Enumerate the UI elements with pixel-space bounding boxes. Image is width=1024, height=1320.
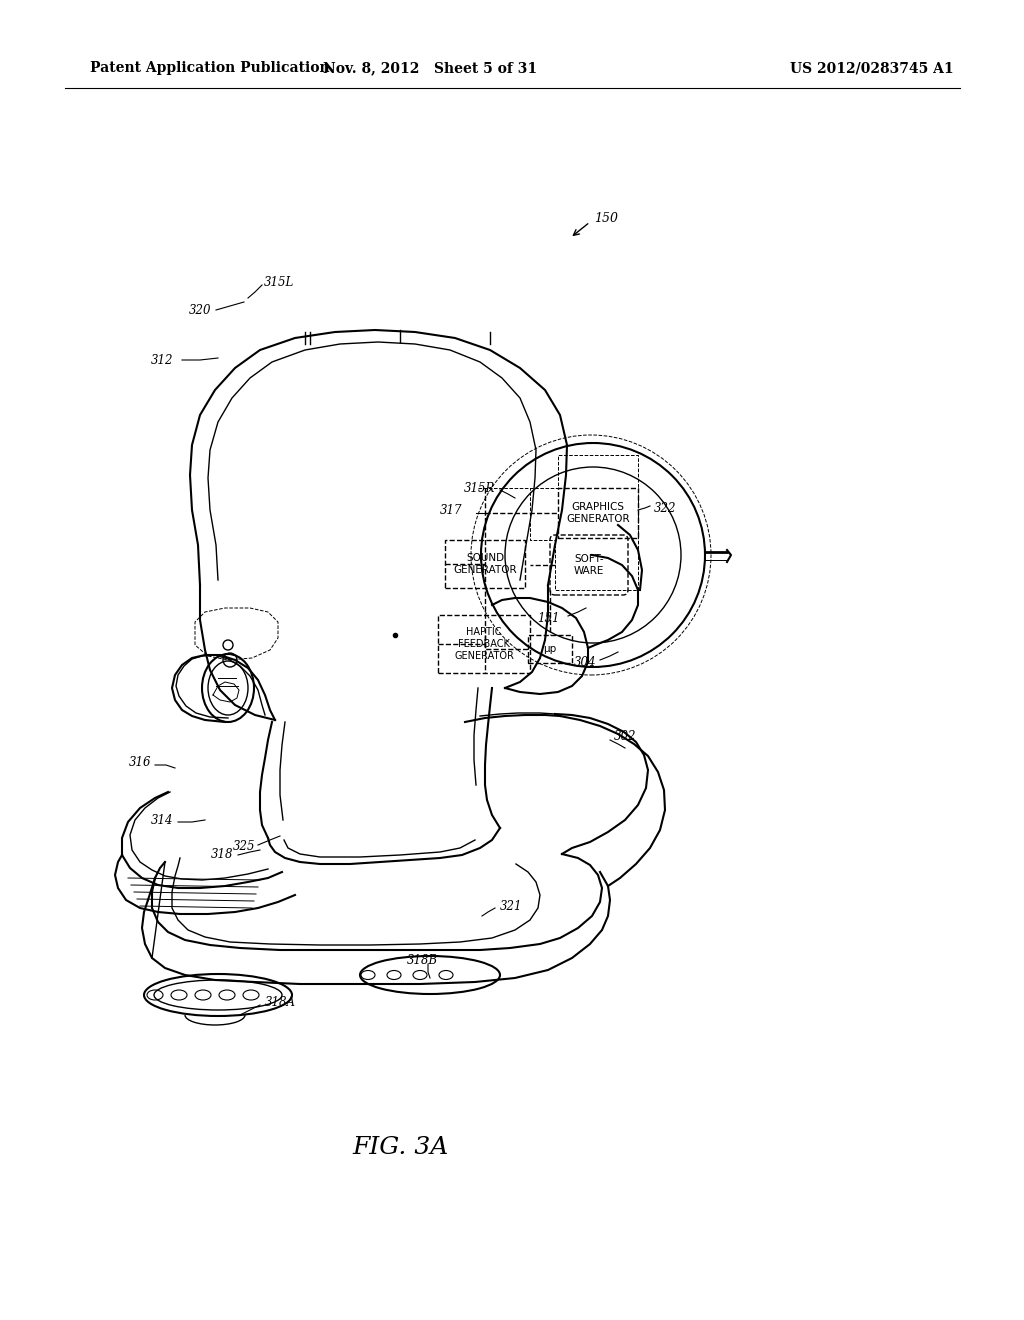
Text: SOUND
GENERATOR: SOUND GENERATOR [454,553,517,576]
Text: μp: μp [544,644,557,653]
Text: 325: 325 [232,840,255,853]
Text: 317: 317 [439,504,462,517]
Text: 320: 320 [188,304,211,317]
Text: 321: 321 [500,899,522,912]
Text: HAPTIC
FEEDBACK
GENERATOR: HAPTIC FEEDBACK GENERATOR [454,627,514,661]
Text: FIG. 3A: FIG. 3A [352,1137,449,1159]
Text: 151: 151 [538,611,560,624]
Text: 318B: 318B [407,953,437,966]
Text: 304: 304 [573,656,596,668]
Text: SOFT-
WARE: SOFT- WARE [573,554,604,577]
Text: 314: 314 [151,813,173,826]
Text: 322: 322 [654,502,677,515]
Text: 318A: 318A [265,997,296,1010]
Text: 315R: 315R [464,482,495,495]
Text: GRAPHICS
GENERATOR: GRAPHICS GENERATOR [566,502,630,524]
Text: US 2012/0283745 A1: US 2012/0283745 A1 [790,61,953,75]
Text: 302: 302 [614,730,637,742]
Text: 315L: 315L [264,276,294,289]
Text: Patent Application Publication: Patent Application Publication [90,61,330,75]
Text: 312: 312 [151,354,173,367]
Text: 316: 316 [129,756,152,770]
Text: 150: 150 [594,211,618,224]
Text: 318: 318 [211,849,233,862]
Text: Nov. 8, 2012   Sheet 5 of 31: Nov. 8, 2012 Sheet 5 of 31 [323,61,537,75]
